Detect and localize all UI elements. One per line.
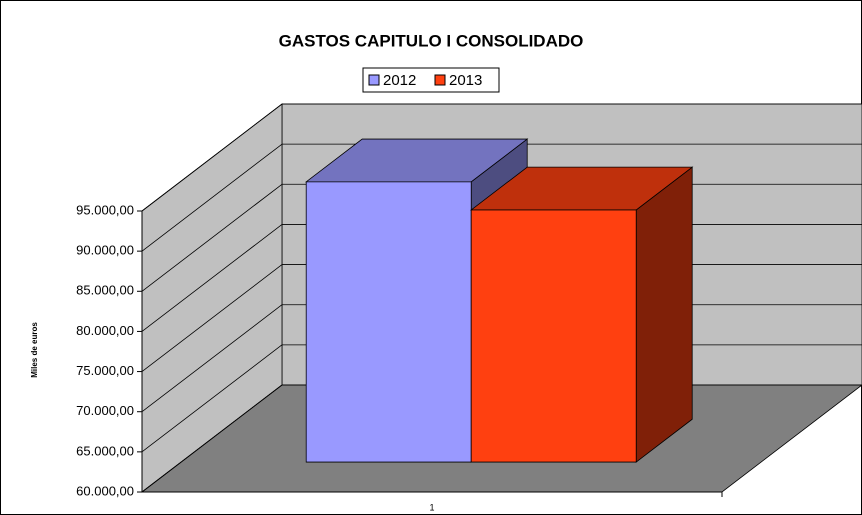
- grid-line: [141, 344, 283, 453]
- y-tick-label: 70.000,00: [76, 403, 134, 418]
- y-tick-label: 80.000,00: [76, 323, 134, 338]
- chart-title: GASTOS CAPITULO I CONSOLIDADO: [279, 31, 584, 50]
- y-tick-label: 65.000,00: [76, 443, 134, 458]
- legend-box: [362, 67, 500, 93]
- bar-front: [470, 209, 637, 463]
- y-axis-label: Miles de euros: [30, 322, 39, 378]
- y-tick-label: 75.000,00: [76, 363, 134, 378]
- legend-label: 2013: [449, 72, 482, 89]
- grid-line: [141, 264, 283, 372]
- bar-front: [305, 181, 472, 463]
- grid-line: [141, 224, 283, 332]
- y-tick-label: 95.000,00: [76, 202, 134, 217]
- grid-line: [141, 143, 283, 252]
- grid-line: [141, 384, 283, 493]
- grid-line: [141, 304, 283, 413]
- bar: [470, 166, 694, 463]
- legend-swatch: [434, 74, 446, 86]
- grid-line: [141, 103, 283, 212]
- grid-line: [141, 183, 283, 292]
- y-tick-label: 85.000,00: [76, 283, 134, 298]
- x-tick-label: 1: [429, 502, 434, 512]
- y-tick-label: 90.000,00: [76, 243, 134, 258]
- legend-swatch: [368, 74, 380, 86]
- bar-side: [635, 166, 693, 463]
- legend-label: 2012: [383, 72, 416, 89]
- y-tick-label: 60.000,00: [76, 483, 134, 498]
